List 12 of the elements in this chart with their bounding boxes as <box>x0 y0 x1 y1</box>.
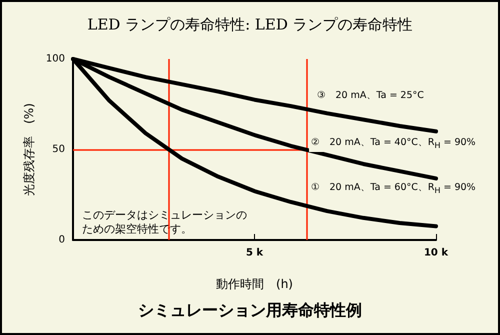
series-label: ③ 20 mA、Ta = 25°C <box>315 90 426 102</box>
text: シミュレーション用寿命特性例 <box>138 300 362 320</box>
y-tick-label: 50 <box>52 144 65 155</box>
y-tick-label: 0 <box>58 234 65 246</box>
x-tick-label: 10 k <box>424 248 448 258</box>
x-tick-label: 5 k <box>246 248 264 258</box>
x-axis-title: 動作時間 (h) <box>216 277 293 291</box>
series-label: ② 20 mA、Ta = 40°C、R$_{H}$ = 90% <box>309 137 478 152</box>
series-label: ① 20 mA、Ta = 60°C、R$_{H}$ = 90% <box>309 182 478 198</box>
chart-title: LED ランプの寿命特性: LED ランプの寿命特性 <box>87 16 413 34</box>
y-tick-label: 100 <box>46 54 65 64</box>
y-axis-title: 光度残存率 (%) <box>22 103 36 196</box>
